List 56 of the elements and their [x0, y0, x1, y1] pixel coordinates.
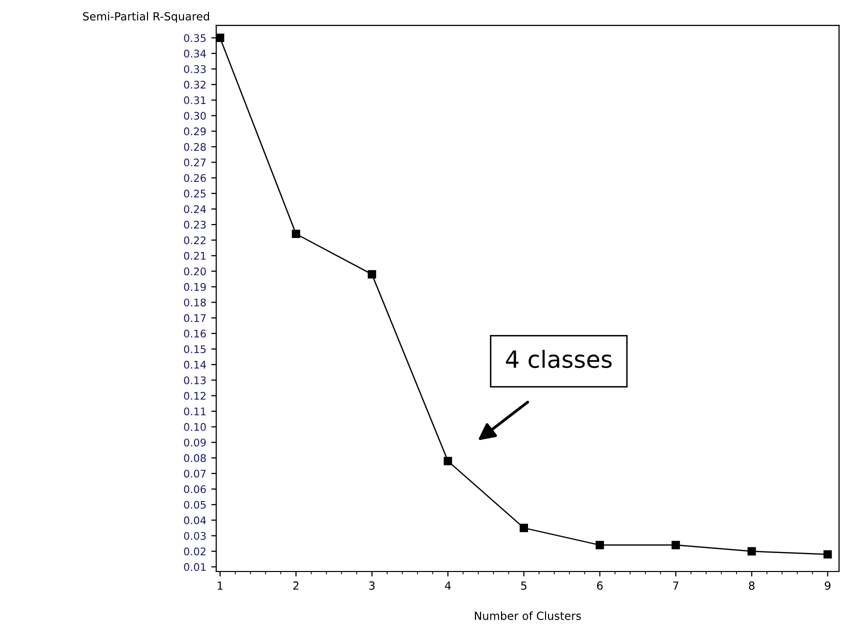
y-tick-label: 0.29	[184, 127, 206, 136]
point	[444, 456, 452, 466]
point	[748, 547, 756, 556]
y-tick-label: 0.19	[184, 283, 206, 291]
y-tick-label: 0.24	[184, 205, 206, 214]
point	[823, 550, 832, 559]
point	[368, 270, 376, 278]
y-tick-label: 0.32	[184, 80, 206, 89]
x-tick-label: 5	[521, 582, 526, 590]
y-tick-label: 0.03	[184, 532, 206, 540]
point	[292, 230, 300, 238]
y-tick-label: 0.33	[184, 65, 206, 74]
point	[520, 524, 528, 532]
x-axis-title: Number of Clusters	[474, 611, 581, 620]
y-tick-label: 0.12	[184, 392, 206, 400]
point	[216, 34, 224, 42]
y-tick-label: 0.06	[184, 485, 206, 494]
y-axis-title: Semi-Partial R-Squared	[83, 12, 210, 23]
y-tick-label: 0.16	[184, 330, 206, 338]
y-tick-label: 0.09	[184, 438, 206, 446]
y-tick-label: 0.31	[184, 96, 206, 104]
y-tick-label: 0.22	[184, 236, 206, 244]
y-tick-label: 0.11	[184, 407, 206, 416]
y-tick-label: 0.25	[184, 190, 206, 198]
y-tick-label: 0.01	[184, 563, 206, 571]
x-tick-label: 3	[369, 581, 375, 590]
y-tick-label: 0.08	[184, 454, 206, 462]
y-tick-label: 0.23	[184, 220, 206, 229]
x-tick-label: 7	[673, 582, 678, 590]
x-tick-label: 4	[444, 582, 451, 590]
y-tick-label: 0.13	[184, 376, 206, 384]
x-tick-label: 6	[597, 581, 603, 590]
y-tick-label: 0.27	[184, 158, 206, 166]
y-tick-label: 0.34	[184, 50, 206, 58]
x-tick-label: 9	[824, 581, 830, 590]
point	[596, 540, 604, 550]
y-tick-label: 0.35	[184, 34, 206, 42]
x-tick-label: 8	[748, 581, 754, 590]
y-tick-label: 0.02	[184, 548, 206, 556]
y-tick-label: 0.04	[184, 516, 206, 524]
y-tick-label: 0.26	[184, 174, 206, 182]
y-tick-label: 0.28	[184, 142, 206, 151]
y-tick-label: 0.15	[184, 345, 206, 354]
x-tick-label: 2	[293, 581, 298, 590]
y-tick-label: 0.17	[184, 314, 206, 322]
y-tick-label: 0.14	[184, 360, 206, 369]
y-tick-label: 0.18	[184, 298, 206, 306]
y-tick-label: 0.21	[184, 252, 206, 260]
y-tick-label: 0.30	[184, 112, 206, 120]
y-tick-label: 0.10	[184, 423, 206, 431]
x-tick-label: 1	[218, 582, 223, 590]
y-tick-label: 0.07	[184, 470, 206, 478]
y-tick-label: 0.20	[184, 267, 206, 276]
annotation: 4 classes	[506, 350, 612, 368]
y-tick-label: 0.05	[184, 500, 206, 509]
point	[672, 540, 680, 550]
